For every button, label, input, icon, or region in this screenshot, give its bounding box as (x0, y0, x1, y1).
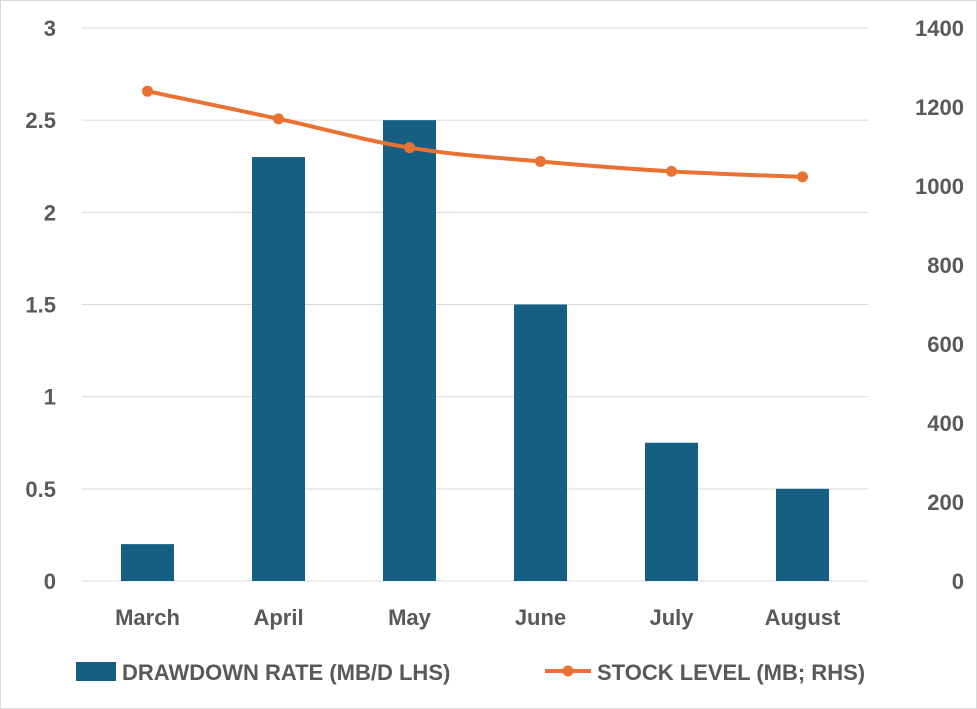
right-tick-label: 400 (927, 411, 964, 436)
right-tick-label: 800 (927, 253, 964, 278)
bar (514, 304, 567, 581)
category-label: August (765, 605, 841, 630)
category-label: June (515, 605, 566, 630)
bar (121, 544, 174, 581)
category-axis: March April May June July August (115, 605, 841, 630)
line-point (797, 171, 808, 183)
left-tick-label: 1 (44, 385, 56, 410)
category-label: April (253, 605, 303, 630)
left-tick-label: 3 (44, 16, 56, 41)
gridlines (82, 27, 868, 582)
stock-line (145, 89, 805, 179)
right-tick-label: 1000 (915, 174, 964, 199)
line-point (273, 113, 284, 125)
right-tick-label: 600 (927, 332, 964, 357)
bar (383, 120, 436, 582)
legend-label-stock: STOCK LEVEL (MB; RHS) (597, 660, 865, 685)
bar (776, 488, 829, 581)
left-tick-label: 0 (44, 569, 56, 594)
left-tick-label: 1.5 (25, 293, 56, 318)
line-series (142, 85, 808, 183)
line-point (142, 85, 153, 97)
legend-swatch-stock-marker (562, 665, 574, 677)
right-tick-label: 0 (952, 569, 964, 594)
line-point (404, 142, 415, 154)
right-tick-label: 1400 (915, 16, 964, 41)
left-tick-label: 2 (44, 200, 56, 225)
line-point (535, 156, 546, 168)
legend-label-drawdown: DRAWDOWN RATE (MB/D LHS) (122, 660, 450, 685)
bar (645, 442, 698, 581)
right-tick-label: 200 (927, 490, 964, 515)
right-axis: 0 200 400 600 800 1000 1200 1400 (915, 16, 964, 594)
category-label: July (649, 605, 694, 630)
bar (252, 157, 305, 582)
line-point (666, 165, 677, 177)
legend-swatch-drawdown (76, 662, 116, 681)
bar-series (121, 120, 829, 582)
legend: DRAWDOWN RATE (MB/D LHS) STOCK LEVEL (MB… (76, 660, 865, 685)
left-tick-label: 2.5 (25, 108, 56, 133)
right-tick-label: 1200 (915, 95, 964, 120)
left-tick-label: 0.5 (25, 477, 56, 502)
category-label: March (115, 605, 180, 630)
left-axis: 0 0.5 1 1.5 2 2.5 3 (25, 16, 56, 594)
category-label: May (388, 605, 432, 630)
